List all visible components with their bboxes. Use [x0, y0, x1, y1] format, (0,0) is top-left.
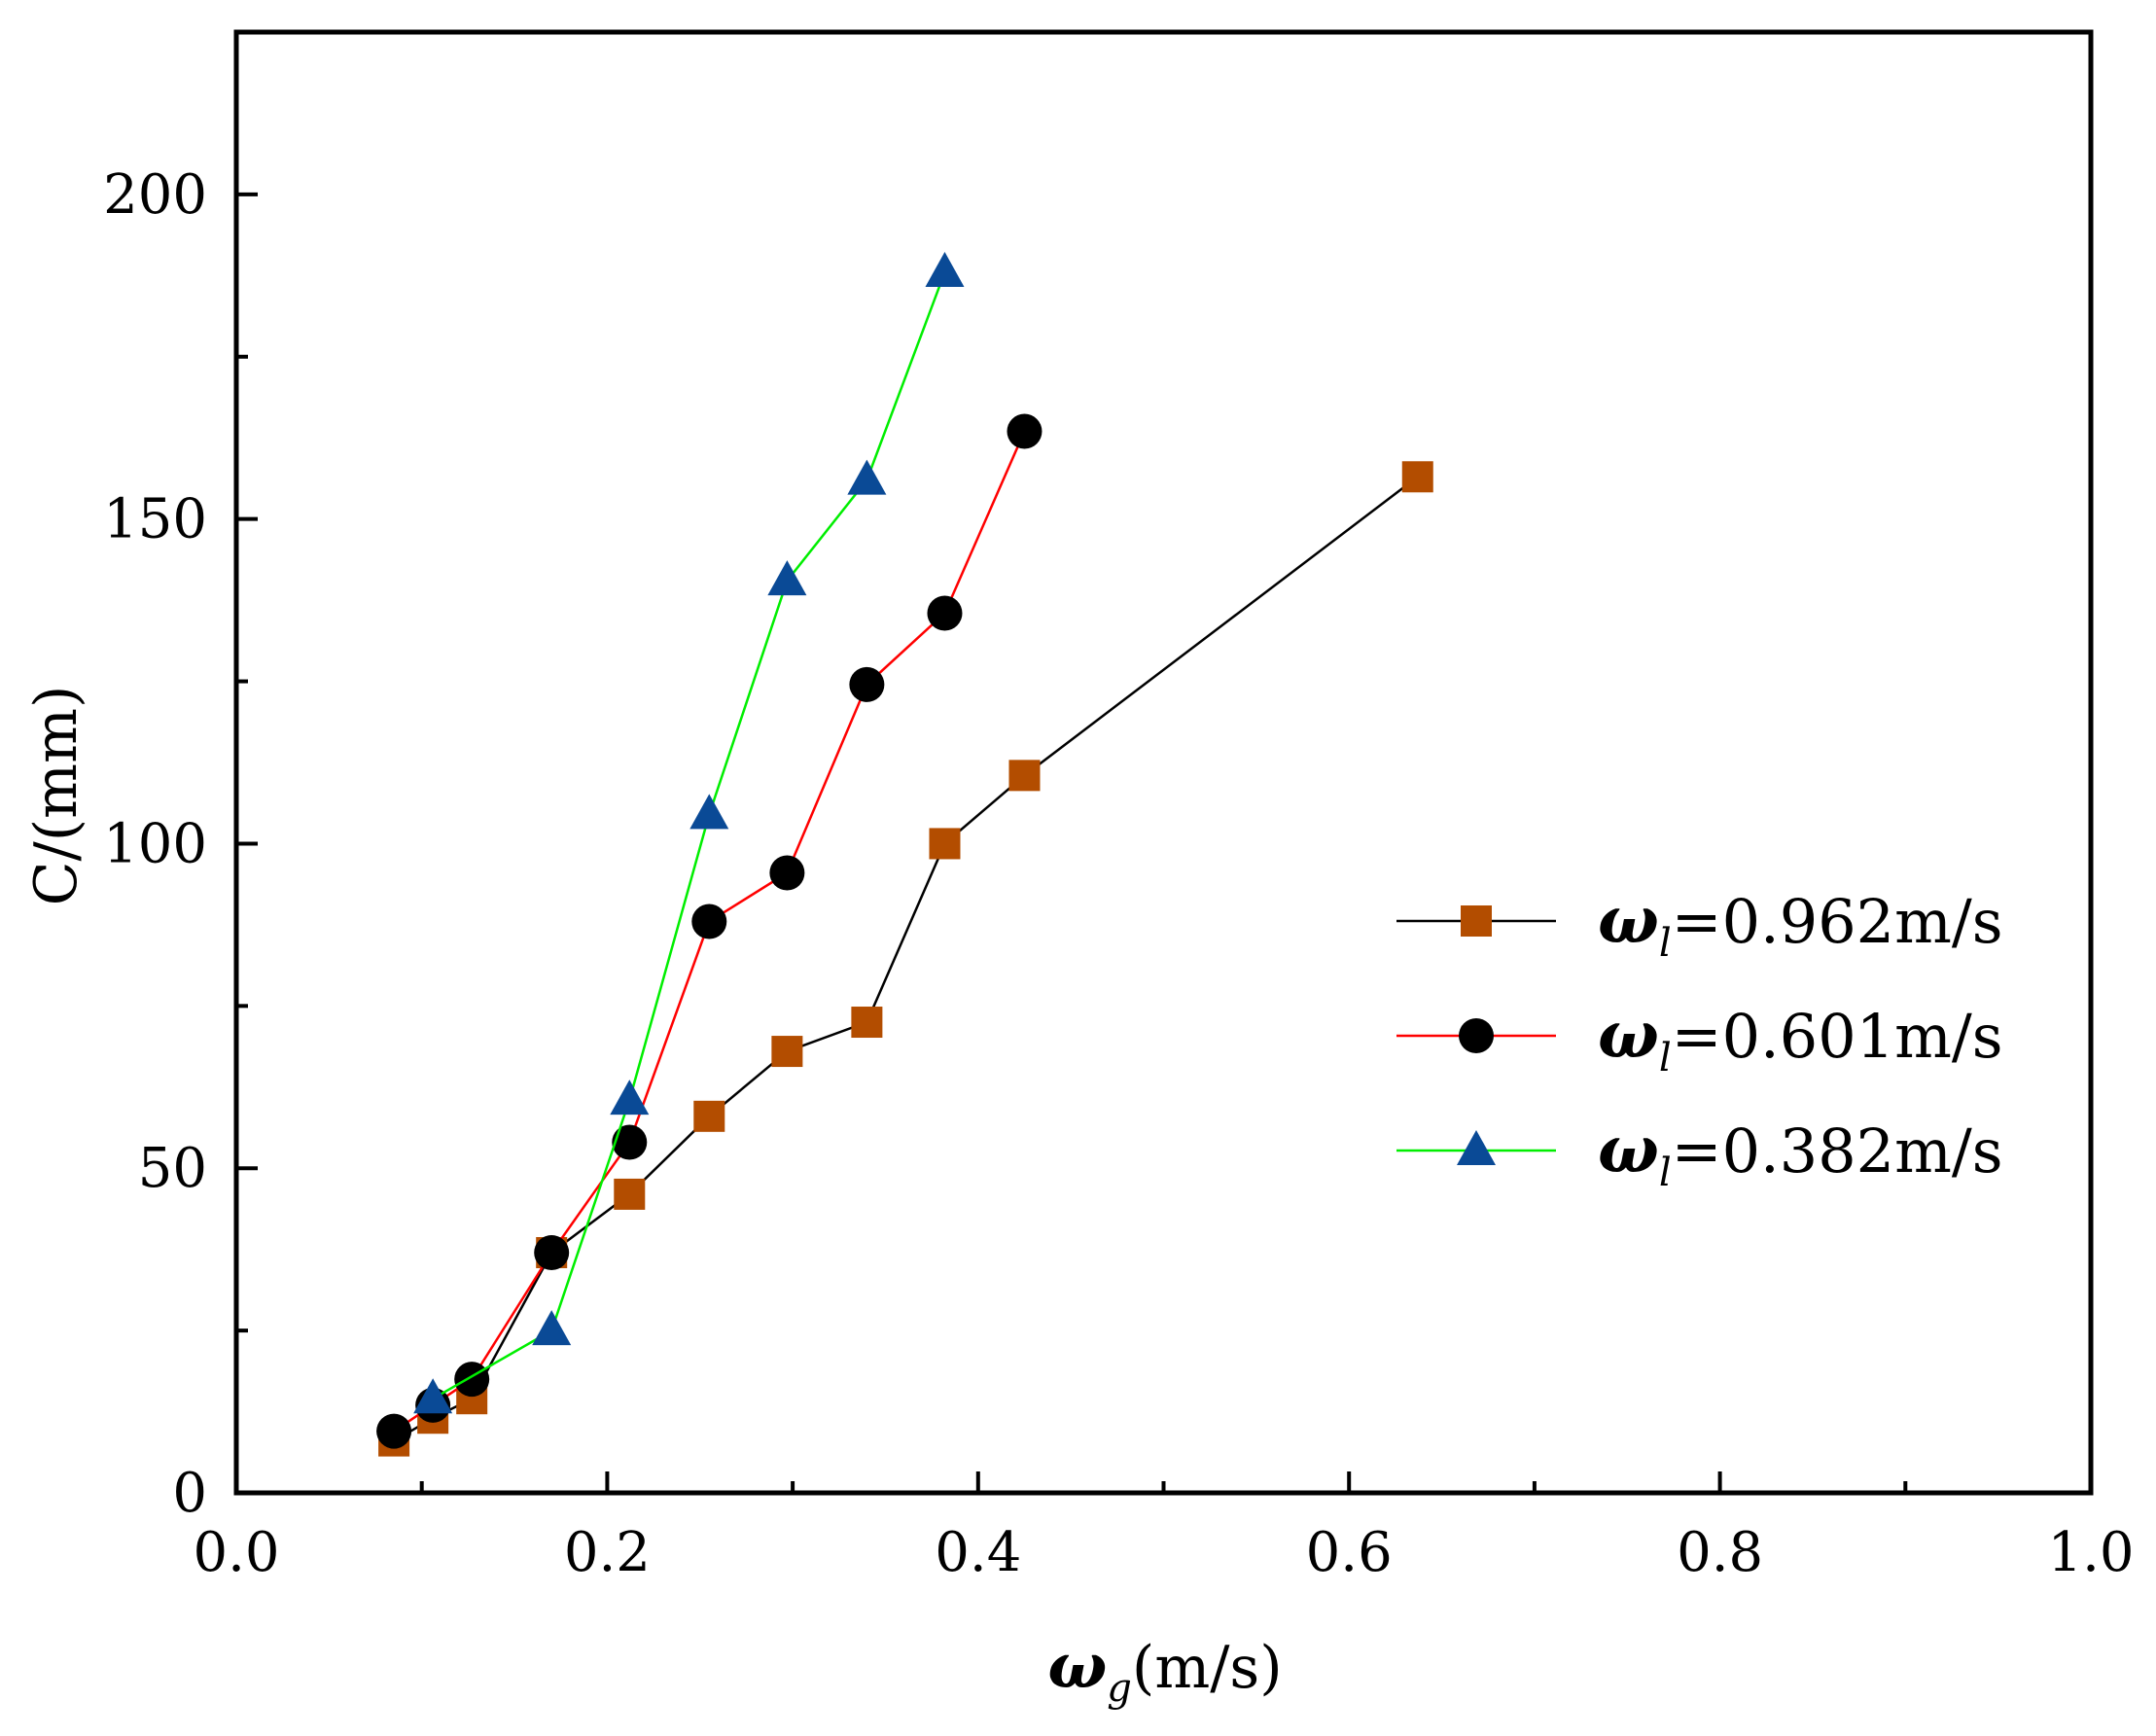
x-tick-label: 1.0 [2047, 1521, 2134, 1584]
data-point-circle [769, 855, 805, 891]
data-point-circle [454, 1362, 490, 1398]
data-point-triangle [925, 251, 965, 287]
data-point-square [929, 828, 961, 860]
legend-value: =0.382m/s [1672, 1116, 2003, 1187]
legend-symbol: ω [1598, 1112, 1659, 1187]
data-point-square [1008, 760, 1041, 792]
legend-label: ωl=0.382m/s [1598, 1112, 2003, 1195]
x-tick-label: 0.2 [564, 1521, 651, 1584]
legend: ωl=0.962m/sωl=0.601m/sωl=0.382m/s [1396, 882, 2003, 1195]
x-axis-label-subscript: g [1107, 1666, 1132, 1711]
legend-value: =0.962m/s [1672, 886, 2003, 957]
axes [233, 29, 2094, 1496]
plot-frame [233, 29, 2094, 1496]
y-tick-label: 100 [103, 812, 207, 875]
legend-label: ωl=0.962m/s [1598, 882, 2003, 966]
y-tick-label: 0 [172, 1462, 207, 1525]
data-point-circle [849, 666, 885, 702]
legend-item: ωl=0.382m/s [1396, 1112, 2003, 1195]
ticks: 0.0 0.2 0.4 0.6 0.8 1.0 0 50 100 150 200 [103, 163, 2134, 1584]
legend-label: ωl=0.601m/s [1598, 997, 2003, 1081]
data-point-triangle [847, 459, 887, 495]
series-layer [376, 251, 1433, 1457]
x-axis-label-unit: (m/s) [1132, 1634, 1283, 1702]
data-point-triangle [413, 1378, 453, 1414]
legend-item: ωl=0.601m/s [1396, 997, 2003, 1081]
legend-marker [1457, 1130, 1496, 1165]
x-tick-label: 0.6 [1306, 1521, 1393, 1584]
y-tick-label: 50 [138, 1137, 207, 1200]
y-tick-label: 150 [103, 488, 207, 551]
y-axis-label: C/(mm) [22, 686, 90, 906]
series-line [393, 431, 1026, 1433]
data-point-circle [927, 595, 963, 631]
legend-marker [1461, 905, 1492, 937]
y-tick-label: 200 [103, 163, 207, 227]
legend-value: =0.601m/s [1672, 1001, 2003, 1072]
x-tick-label: 0.8 [1677, 1521, 1763, 1584]
series-triangle [413, 251, 965, 1414]
data-point-circle [691, 903, 727, 939]
x-axis-label: ωg(m/s) [1047, 1630, 1282, 1711]
data-point-circle [534, 1235, 570, 1271]
legend-subscript: l [1659, 1151, 1672, 1195]
data-point-square [851, 1007, 883, 1039]
data-point-square [771, 1036, 803, 1068]
data-point-triangle [610, 1080, 650, 1116]
x-axis-label-symbol: ω [1047, 1630, 1107, 1703]
series-circle [376, 413, 1043, 1449]
data-point-circle [376, 1413, 412, 1449]
legend-symbol: ω [1598, 997, 1659, 1073]
data-point-square [1401, 461, 1433, 493]
series-line [393, 476, 1419, 1442]
series-line [432, 271, 946, 1400]
data-point-circle [612, 1124, 648, 1160]
data-point-triangle [532, 1310, 572, 1346]
x-tick-label: 0.0 [193, 1521, 279, 1584]
legend-item: ωl=0.962m/s [1396, 882, 2003, 966]
series-square [378, 461, 1433, 1457]
legend-subscript: l [1659, 921, 1672, 966]
data-point-square [614, 1178, 646, 1210]
data-point-triangle [689, 794, 729, 830]
data-point-triangle [767, 560, 807, 596]
legend-marker [1459, 1018, 1494, 1053]
legend-symbol: ω [1598, 882, 1659, 958]
data-point-circle [1007, 413, 1043, 449]
legend-subscript: l [1659, 1036, 1672, 1081]
x-tick-label: 0.4 [935, 1521, 1021, 1584]
data-point-square [693, 1100, 725, 1132]
